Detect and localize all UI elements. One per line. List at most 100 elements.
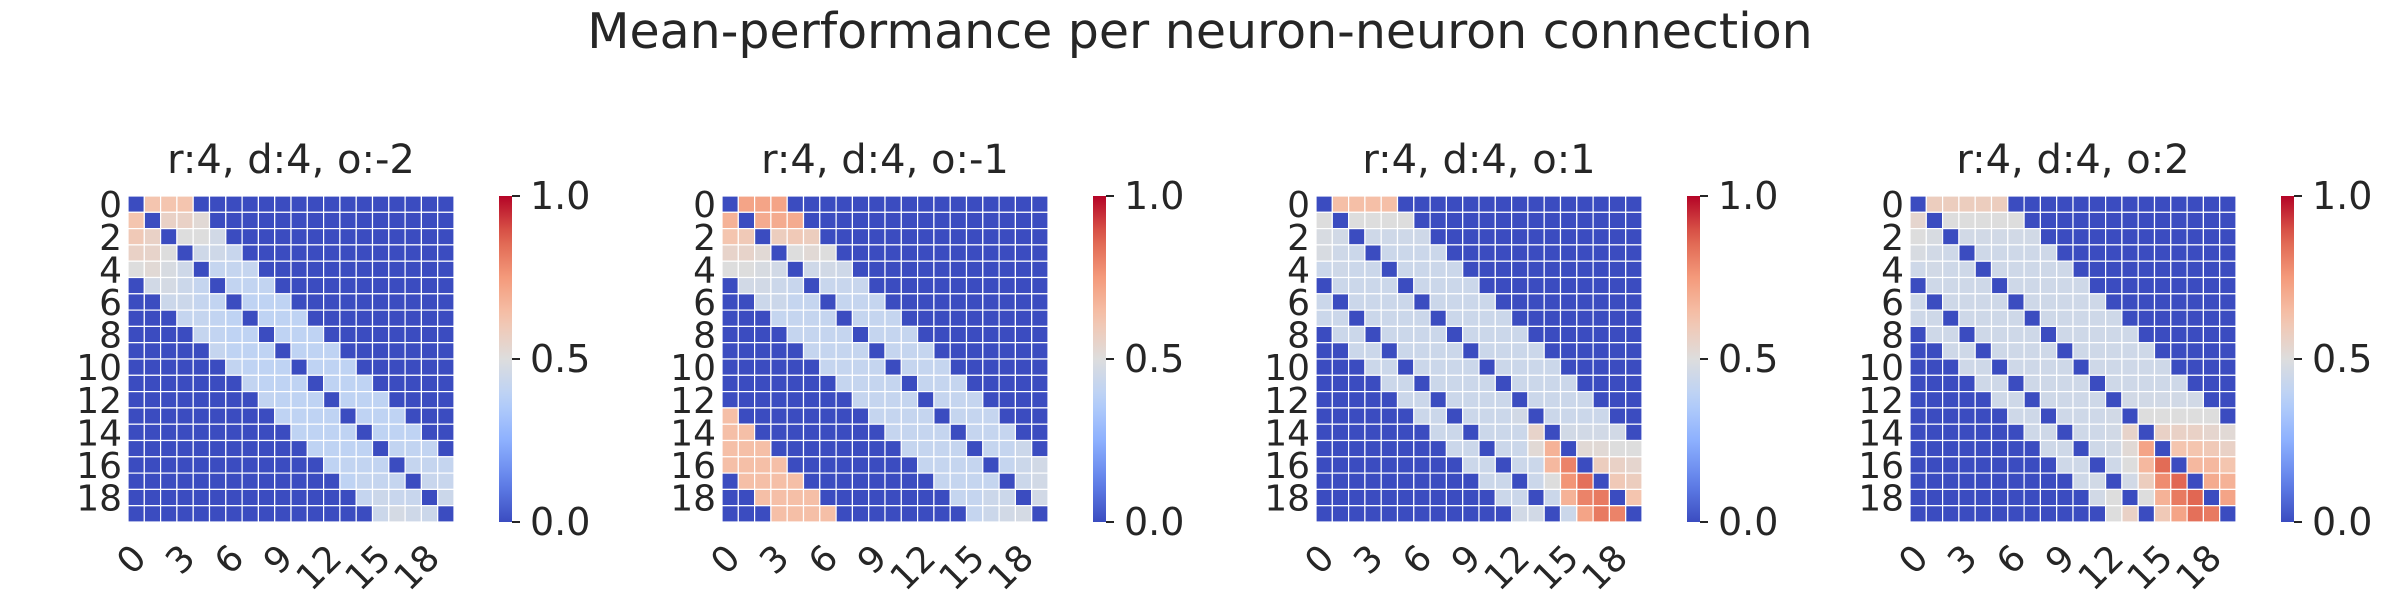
heatmap-cell	[965, 276, 984, 295]
heatmap-cell	[868, 374, 886, 393]
heatmap-cell	[1364, 244, 1382, 262]
heatmap-cell	[1478, 244, 1496, 262]
heatmap-cell	[802, 309, 821, 328]
heatmap-cell	[1396, 456, 1415, 474]
heatmap-cell	[2056, 260, 2074, 279]
heatmap-cell	[2088, 456, 2107, 474]
heatmap-cell	[257, 309, 276, 328]
heatmap-cell	[404, 276, 423, 295]
heatmap-cell	[225, 244, 243, 262]
heatmap-cell	[1413, 488, 1431, 507]
heatmap-cell	[355, 293, 374, 311]
heatmap-cell	[404, 456, 423, 474]
heatmap-cell	[1974, 423, 1993, 442]
colorbar-tick-label: 0.0	[2312, 500, 2372, 544]
heatmap-cell	[1625, 423, 1643, 442]
heatmap-cell	[208, 342, 227, 360]
heatmap-cell	[949, 195, 968, 213]
heatmap-cell	[753, 488, 772, 507]
heatmap-cell	[1576, 407, 1594, 425]
heatmap-cell	[1941, 505, 1960, 523]
heatmap-cell	[2056, 228, 2074, 246]
heatmap-cell	[257, 228, 276, 246]
colorbar-tick-label: 0.0	[1124, 500, 1184, 544]
heatmap-cell	[339, 342, 357, 360]
heatmap-cell	[1413, 472, 1431, 491]
y-tick-label: 10	[1858, 348, 1904, 389]
heatmap-cell	[420, 472, 439, 491]
heatmap-cell	[1347, 244, 1366, 262]
heatmap-cell	[1380, 195, 1399, 213]
heatmap-cell	[1347, 505, 1366, 523]
heatmap-cell	[933, 244, 951, 262]
heatmap-cell	[786, 276, 805, 295]
heatmap-cell	[1625, 244, 1643, 262]
heatmap-cell	[1429, 276, 1447, 295]
heatmap-cell	[1510, 423, 1529, 442]
heatmap-cell	[2023, 488, 2041, 507]
heatmap-cell	[1990, 391, 2009, 409]
heatmap-cell	[1494, 260, 1513, 279]
heatmap-cell	[2023, 244, 2041, 262]
heatmap-cell	[1014, 472, 1033, 491]
heatmap-cell	[868, 391, 886, 409]
heatmap-cell	[1031, 244, 1049, 262]
heatmap-cell	[721, 260, 739, 279]
heatmap-cell	[2170, 374, 2188, 393]
heatmap-cell	[192, 211, 211, 230]
colorbar	[499, 196, 512, 522]
heatmap-cell	[1625, 488, 1643, 507]
heatmap-cell	[1958, 505, 1976, 523]
heatmap-cell	[355, 211, 374, 230]
heatmap-cell	[1510, 260, 1529, 279]
heatmap-cell	[1608, 309, 1627, 328]
heatmap-cell	[982, 260, 1000, 279]
heatmap-cell	[998, 407, 1016, 425]
heatmap-cell	[868, 342, 886, 360]
heatmap-cell	[1958, 211, 1976, 230]
heatmap-cell	[1608, 456, 1627, 474]
heatmap-cell	[884, 358, 902, 376]
heatmap-cell	[339, 472, 357, 491]
heatmap-cell	[2186, 309, 2205, 328]
heatmap-cell	[225, 309, 243, 328]
heatmap-cell	[1576, 276, 1594, 295]
heatmap-cell	[1559, 456, 1578, 474]
heatmap-cell	[2039, 456, 2058, 474]
heatmap-cell	[127, 211, 145, 230]
heatmap-cell	[2121, 374, 2139, 393]
heatmap-cell	[1347, 293, 1366, 311]
heatmap-cell	[819, 374, 837, 393]
heatmap-cell	[2056, 407, 2074, 425]
heatmap-cell	[225, 228, 243, 246]
heatmap-cell	[835, 439, 853, 458]
heatmap-cell	[1958, 358, 1976, 376]
heatmap-cell	[835, 423, 853, 442]
heatmap-cell	[404, 407, 423, 425]
heatmap-cell	[437, 472, 455, 491]
heatmap-cell	[2105, 244, 2123, 262]
y-tick-label: 2	[99, 218, 122, 259]
heatmap-cell	[339, 325, 357, 344]
heatmap-cell	[786, 325, 805, 344]
heatmap-cell	[900, 488, 919, 507]
heatmap-cell	[2153, 423, 2172, 442]
heatmap-cell	[1380, 472, 1399, 491]
heatmap-cell	[1527, 456, 1545, 474]
heatmap-cell	[208, 456, 227, 474]
heatmap-cell	[290, 472, 308, 491]
heatmap-cell	[290, 309, 308, 328]
heatmap-cell	[2007, 293, 2025, 311]
heatmap-cell	[1413, 423, 1431, 442]
heatmap-cell	[1909, 244, 1927, 262]
heatmap-cell	[786, 391, 805, 409]
heatmap-cell	[2153, 195, 2172, 213]
heatmap-cell	[737, 488, 756, 507]
heatmap-cell	[721, 439, 739, 458]
heatmap-cell	[1625, 472, 1643, 491]
colorbar	[1687, 196, 1700, 522]
heatmap-cell	[257, 211, 276, 230]
heatmap-cell	[1462, 472, 1480, 491]
